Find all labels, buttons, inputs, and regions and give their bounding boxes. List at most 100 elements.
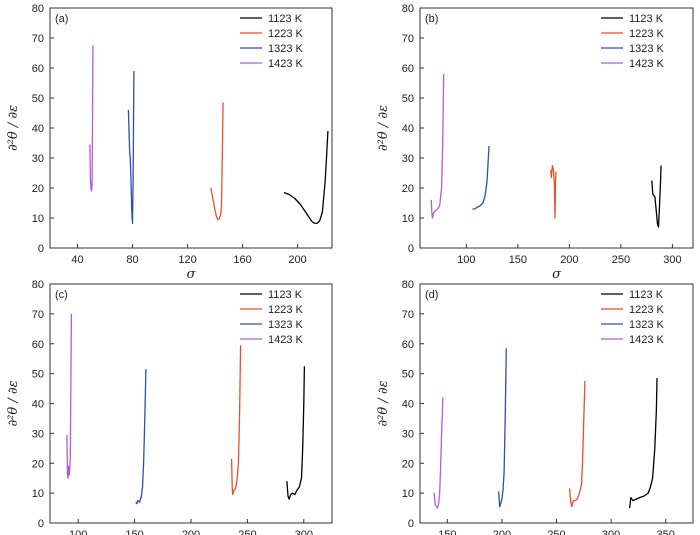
legend-entry: 1323 K (629, 43, 665, 55)
y-tick-label: 80 (402, 279, 414, 291)
series-line-1423-k (430, 73, 445, 219)
y-tick-label: 50 (402, 369, 414, 381)
legend-entry: 1423 K (268, 334, 304, 346)
x-tick-label: 300 (295, 529, 313, 535)
y-tick-label: 80 (402, 3, 414, 15)
panel-label: (d) (425, 289, 438, 301)
series-line-1423-k (433, 397, 444, 509)
panel-4: 01020304050607080150200250300350σ∂²θ / ∂… (376, 279, 694, 535)
series-line-1123-k (286, 366, 306, 500)
y-tick-label: 70 (32, 309, 44, 321)
y-tick-label: 30 (402, 153, 414, 165)
y-tick-label: 10 (32, 213, 44, 225)
series-line-1223-k (550, 164, 557, 219)
y-tick-label: 40 (402, 399, 414, 411)
legend-entry: 1223 K (268, 304, 304, 316)
y-axis-label: ∂²θ / ∂ε (376, 380, 391, 426)
y-tick-label: 20 (402, 458, 414, 470)
y-tick-label: 10 (402, 213, 414, 225)
x-tick-label: 40 (71, 254, 83, 266)
x-tick-label: 150 (509, 254, 527, 266)
series-line-1423-k (89, 45, 94, 192)
y-tick-label: 0 (408, 243, 414, 255)
y-tick-label: 30 (32, 428, 44, 440)
y-tick-label: 80 (32, 3, 44, 15)
y-axis-label: ∂²θ / ∂ε (6, 380, 21, 426)
series-line-1223-k (210, 102, 224, 221)
x-tick-label: 250 (547, 529, 565, 535)
y-tick-label: 30 (32, 153, 44, 165)
legend-entry: 1123 K (268, 13, 303, 25)
x-tick-label: 100 (457, 254, 475, 266)
x-tick-label: 250 (612, 254, 630, 266)
y-tick-label: 20 (32, 183, 44, 195)
series-line-1123-k (651, 165, 662, 228)
x-tick-label: 120 (178, 254, 196, 266)
x-tick-label: 200 (288, 254, 306, 266)
legend-entry: 1323 K (629, 319, 665, 331)
y-tick-label: 20 (32, 458, 44, 470)
legend-entry: 1123 K (629, 289, 664, 301)
legend-entry: 1423 K (629, 58, 665, 70)
legend-entry: 1323 K (268, 319, 304, 331)
x-axis-label: σ (552, 267, 562, 282)
y-tick-label: 50 (402, 93, 414, 105)
y-tick-label: 10 (32, 488, 44, 500)
y-tick-label: 10 (402, 488, 414, 500)
x-tick-label: 200 (560, 254, 578, 266)
series-line-1423-k (66, 313, 73, 479)
legend-entry: 1323 K (268, 43, 304, 55)
panel-1: 0 10 20 30 40 50 60 70 80 40 80 120 160 200 σ ∂²θ / ∂ε (… (6, 3, 333, 282)
y-tick-label: 40 (32, 399, 44, 411)
series-line-1123-k (629, 378, 658, 509)
x-tick-label: 80 (126, 254, 138, 266)
y-tick-label: 70 (32, 33, 44, 45)
y-tick-label: 60 (32, 339, 44, 351)
y-tick-label: 0 (38, 518, 44, 530)
x-tick-label: 160 (233, 254, 251, 266)
y-tick-label: 20 (402, 183, 414, 195)
panel-label: (c) (55, 289, 68, 301)
y-tick-label: 40 (402, 123, 414, 135)
series-line-1223-k (568, 381, 586, 508)
y-tick-label: 50 (32, 369, 44, 381)
x-tick-label: 150 (438, 529, 456, 535)
x-axis-label: σ (187, 267, 197, 282)
x-tick-label: 200 (182, 529, 200, 535)
x-tick-label: 300 (663, 254, 681, 266)
x-tick-label: 100 (69, 529, 87, 535)
y-axis-label: ∂²θ / ∂ε (6, 105, 21, 151)
series-line-1323-k (127, 70, 135, 225)
y-tick-label: 0 (408, 518, 414, 530)
series-line-1223-k (230, 345, 242, 496)
y-tick-label: 30 (402, 428, 414, 440)
y-axis-label: ∂²θ / ∂ε (376, 105, 391, 151)
series-line-1123-k (283, 130, 329, 225)
y-tick-label: 50 (32, 93, 44, 105)
series-line-1323-k (472, 145, 490, 210)
y-tick-label: 60 (402, 339, 414, 351)
panel-label: (a) (55, 13, 68, 25)
y-tick-label: 70 (402, 33, 414, 45)
series-line-1323-k (135, 369, 147, 505)
y-tick-label: 80 (32, 279, 44, 291)
x-tick-label: 250 (238, 529, 256, 535)
x-tick-label: 300 (602, 529, 620, 535)
y-tick-label: 40 (32, 123, 44, 135)
y-tick-label: 0 (38, 243, 44, 255)
legend-entry: 1123 K (629, 13, 664, 25)
x-tick-label: 350 (657, 529, 675, 535)
legend-entry: 1223 K (629, 28, 665, 40)
series-line-1323-k (497, 348, 507, 508)
legend-entry: 1223 K (268, 28, 304, 40)
x-tick-label: 200 (493, 529, 511, 535)
legend-entry: 1423 K (268, 58, 304, 70)
panel-label: (b) (425, 13, 438, 25)
y-tick-label: 60 (402, 63, 414, 75)
legend-entry: 1123 K (268, 289, 303, 301)
y-tick-label: 60 (32, 63, 44, 75)
x-tick-label: 150 (125, 529, 143, 535)
legend-entry: 1423 K (629, 334, 665, 346)
